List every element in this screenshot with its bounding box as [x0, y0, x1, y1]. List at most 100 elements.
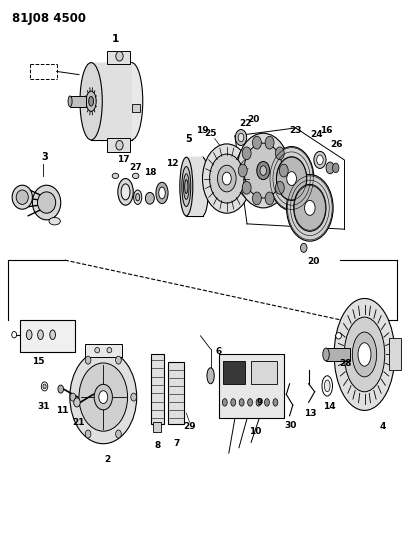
Ellipse shape	[43, 384, 46, 389]
Text: 23: 23	[290, 126, 302, 135]
Text: 24: 24	[310, 130, 323, 139]
Ellipse shape	[182, 166, 191, 207]
Bar	[389, 338, 401, 370]
Ellipse shape	[70, 393, 76, 401]
Ellipse shape	[336, 333, 341, 339]
Text: 13: 13	[305, 409, 317, 417]
Ellipse shape	[210, 154, 244, 203]
Text: 7: 7	[173, 440, 179, 448]
Ellipse shape	[26, 330, 32, 340]
Text: 10: 10	[249, 427, 261, 436]
Text: 19: 19	[196, 126, 209, 135]
Ellipse shape	[121, 63, 143, 140]
Text: 12: 12	[166, 159, 178, 168]
Ellipse shape	[334, 298, 395, 410]
Ellipse shape	[207, 368, 214, 384]
Ellipse shape	[222, 399, 227, 406]
Ellipse shape	[50, 330, 55, 340]
Bar	[151, 354, 164, 424]
Ellipse shape	[273, 399, 278, 406]
Ellipse shape	[265, 192, 274, 205]
Ellipse shape	[301, 243, 307, 253]
Text: 18: 18	[144, 168, 156, 177]
Text: 15: 15	[32, 357, 45, 366]
Ellipse shape	[286, 175, 333, 241]
Text: 8: 8	[154, 441, 160, 449]
Ellipse shape	[256, 399, 261, 406]
Ellipse shape	[107, 348, 112, 353]
Ellipse shape	[49, 217, 60, 225]
Ellipse shape	[242, 147, 251, 160]
Ellipse shape	[305, 200, 315, 215]
Ellipse shape	[238, 133, 244, 142]
Text: 31: 31	[37, 402, 49, 411]
Ellipse shape	[244, 143, 283, 198]
Text: 27: 27	[129, 164, 142, 172]
Text: 20: 20	[247, 116, 259, 124]
Ellipse shape	[58, 385, 64, 393]
Ellipse shape	[196, 157, 209, 216]
Ellipse shape	[352, 332, 377, 377]
Ellipse shape	[185, 180, 188, 193]
Ellipse shape	[260, 166, 266, 175]
Text: 2: 2	[104, 456, 111, 464]
Ellipse shape	[333, 163, 339, 173]
Ellipse shape	[41, 382, 48, 391]
Ellipse shape	[247, 399, 253, 406]
Ellipse shape	[275, 147, 284, 160]
Ellipse shape	[317, 155, 323, 165]
Ellipse shape	[12, 185, 32, 209]
Text: 16: 16	[320, 126, 332, 135]
Ellipse shape	[116, 356, 121, 364]
Text: 21: 21	[73, 418, 85, 427]
Ellipse shape	[116, 430, 121, 438]
Ellipse shape	[324, 380, 330, 392]
Text: 11: 11	[56, 406, 68, 415]
Bar	[251, 361, 277, 384]
Ellipse shape	[279, 164, 288, 177]
Ellipse shape	[257, 161, 270, 180]
Bar	[219, 354, 284, 418]
Ellipse shape	[294, 184, 326, 231]
Bar	[168, 362, 184, 424]
Ellipse shape	[202, 144, 251, 213]
Ellipse shape	[38, 192, 55, 213]
Ellipse shape	[16, 190, 28, 204]
Ellipse shape	[32, 185, 61, 220]
Text: 25: 25	[205, 129, 217, 138]
Ellipse shape	[326, 162, 334, 174]
Ellipse shape	[183, 174, 189, 199]
Text: 29: 29	[183, 422, 196, 431]
Ellipse shape	[242, 181, 251, 194]
Ellipse shape	[159, 187, 165, 199]
Ellipse shape	[12, 332, 17, 338]
Ellipse shape	[94, 384, 113, 410]
Ellipse shape	[344, 317, 385, 392]
Text: 14: 14	[323, 402, 336, 410]
Text: 5: 5	[185, 134, 192, 143]
Text: 4: 4	[379, 422, 386, 431]
Ellipse shape	[269, 147, 314, 211]
Ellipse shape	[238, 164, 247, 177]
Bar	[223, 361, 245, 384]
Ellipse shape	[79, 363, 128, 431]
Bar	[153, 422, 161, 432]
Text: 6: 6	[215, 348, 222, 356]
Ellipse shape	[276, 157, 307, 200]
Text: 30: 30	[284, 421, 296, 430]
Ellipse shape	[231, 399, 236, 406]
Ellipse shape	[68, 96, 72, 107]
Bar	[326, 348, 350, 361]
Text: 20: 20	[308, 257, 320, 265]
Ellipse shape	[252, 192, 261, 205]
Ellipse shape	[134, 190, 142, 204]
Ellipse shape	[74, 398, 80, 407]
Ellipse shape	[116, 51, 123, 61]
Bar	[186, 157, 202, 216]
Ellipse shape	[99, 391, 108, 403]
Text: 81J08 4500: 81J08 4500	[12, 12, 86, 25]
Ellipse shape	[358, 343, 371, 366]
Ellipse shape	[80, 63, 102, 140]
Ellipse shape	[287, 172, 296, 185]
Bar	[132, 104, 140, 112]
